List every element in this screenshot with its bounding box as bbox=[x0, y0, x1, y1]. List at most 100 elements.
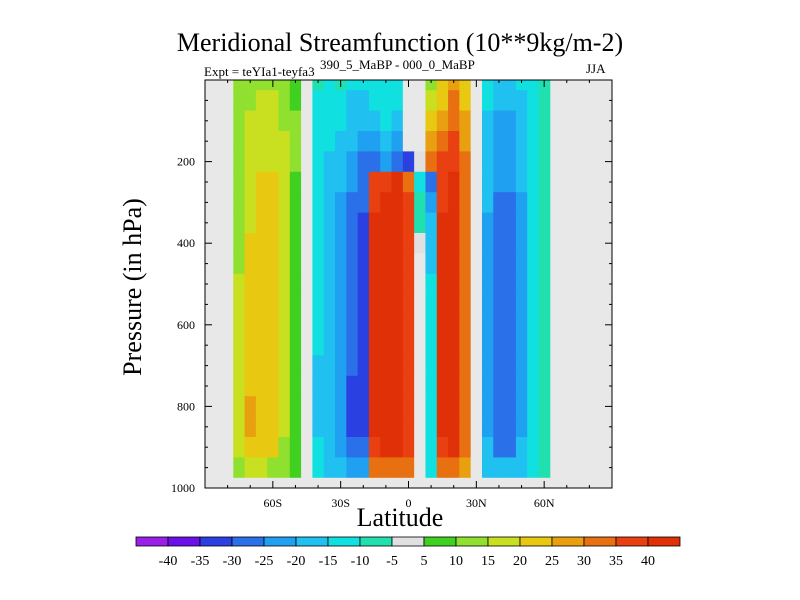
heatmap-cell bbox=[459, 110, 472, 132]
heatmap-cell bbox=[414, 314, 426, 336]
heatmap-cell bbox=[515, 457, 528, 479]
y-tick-label: 600 bbox=[177, 318, 195, 332]
heatmap-cell bbox=[425, 131, 438, 152]
colorbar-box bbox=[647, 536, 681, 547]
heatmap-cell bbox=[380, 457, 393, 479]
heatmap-cell bbox=[244, 396, 257, 418]
heatmap-cell bbox=[289, 171, 302, 193]
heatmap-cell bbox=[278, 192, 291, 214]
heatmap-cell bbox=[323, 375, 336, 397]
heatmap-cell bbox=[436, 110, 449, 132]
heatmap-cell bbox=[323, 416, 336, 438]
heatmap-cell bbox=[368, 437, 381, 458]
heatmap-cell bbox=[278, 212, 291, 234]
colorbar-label: -10 bbox=[351, 554, 370, 569]
heatmap-cell bbox=[448, 437, 460, 458]
heatmap-cell bbox=[538, 375, 551, 397]
heatmap-cell bbox=[278, 110, 291, 132]
heatmap-cell bbox=[380, 335, 393, 356]
heatmap-cell bbox=[255, 253, 268, 275]
heatmap-cell bbox=[515, 355, 528, 377]
x-axis: 60S 30S 0 30N 60N bbox=[204, 80, 613, 510]
heatmap-cell bbox=[312, 477, 325, 489]
heatmap-cell bbox=[244, 477, 257, 489]
heatmap-cell bbox=[323, 253, 336, 275]
heatmap-cell bbox=[323, 233, 336, 254]
heatmap-cell bbox=[289, 253, 302, 275]
heatmap-cell bbox=[515, 233, 528, 254]
heatmap-cell bbox=[481, 110, 494, 132]
heatmap-cell bbox=[470, 151, 483, 173]
heatmap-cell bbox=[515, 437, 528, 458]
heatmap-cell bbox=[368, 375, 381, 397]
heatmap-cell bbox=[493, 437, 506, 458]
heatmap-cell bbox=[515, 80, 528, 91]
heatmap-cell bbox=[493, 151, 506, 173]
heatmap-cell bbox=[459, 314, 472, 336]
heatmap-cell bbox=[368, 192, 381, 214]
colorbar-box bbox=[519, 536, 553, 547]
heatmap-cell bbox=[357, 416, 370, 438]
heatmap-cell bbox=[357, 233, 370, 254]
heatmap-cell bbox=[255, 437, 268, 458]
heatmap-cell bbox=[470, 457, 483, 479]
heatmap-cell bbox=[233, 273, 246, 295]
heatmap-cell bbox=[323, 192, 336, 214]
heatmap-cell bbox=[346, 294, 359, 316]
heatmap-cell bbox=[515, 90, 528, 112]
heatmap-cell bbox=[448, 80, 460, 91]
heatmap-cell bbox=[323, 110, 336, 132]
heatmap-cell bbox=[233, 457, 246, 479]
heatmap-cell bbox=[278, 233, 291, 254]
heatmap-cell bbox=[357, 131, 370, 152]
heatmap-cell bbox=[538, 151, 551, 173]
heatmap-cell bbox=[436, 273, 449, 295]
heatmap-cell bbox=[414, 151, 426, 173]
heatmap-cell bbox=[335, 294, 347, 316]
heatmap-cell bbox=[267, 314, 279, 336]
heatmap-cell bbox=[448, 171, 460, 193]
heatmap-cell bbox=[278, 457, 291, 479]
heatmap-cell bbox=[368, 477, 381, 489]
heatmap-cell bbox=[301, 314, 313, 336]
heatmap-cell bbox=[346, 416, 359, 438]
heatmap-cell bbox=[323, 355, 336, 377]
heatmap-cell bbox=[323, 477, 336, 489]
heatmap-cell bbox=[527, 437, 540, 458]
heatmap-cell bbox=[425, 253, 438, 275]
heatmap-cell bbox=[436, 233, 449, 254]
heatmap-cell bbox=[425, 335, 438, 356]
heatmap-cell bbox=[436, 314, 449, 336]
heatmap-cell bbox=[267, 212, 279, 234]
heatmap-cell bbox=[244, 171, 257, 193]
heatmap-cell bbox=[481, 335, 494, 356]
heatmap-cell bbox=[481, 80, 494, 91]
heatmap-cell bbox=[301, 396, 313, 418]
heatmap-cell bbox=[233, 192, 246, 214]
heatmap-cell bbox=[481, 294, 494, 316]
heatmap-cell bbox=[267, 131, 279, 152]
colorbar-box bbox=[135, 536, 169, 547]
heatmap-cell bbox=[504, 80, 517, 91]
heatmap-cell bbox=[414, 437, 426, 458]
heatmap-cell bbox=[289, 477, 302, 489]
heatmap-cell bbox=[346, 192, 359, 214]
heatmap-cell bbox=[493, 90, 506, 112]
heatmap-cell bbox=[459, 457, 472, 479]
heatmap-cell bbox=[368, 212, 381, 234]
heatmap-cell bbox=[527, 335, 540, 356]
heatmap-cell bbox=[233, 314, 246, 336]
heatmap-cell bbox=[402, 416, 415, 438]
colorbar-box bbox=[423, 536, 457, 547]
heatmap-cell bbox=[504, 294, 517, 316]
heatmap-cell bbox=[493, 335, 506, 356]
heatmap-cell bbox=[278, 151, 291, 173]
heatmap-cell bbox=[391, 151, 404, 173]
heatmap-cell bbox=[414, 457, 426, 479]
heatmap-cell bbox=[448, 273, 460, 295]
heatmap-cell bbox=[493, 396, 506, 418]
heatmap-cell bbox=[470, 355, 483, 377]
colorbar-box bbox=[455, 536, 489, 547]
heatmap-cell bbox=[459, 151, 472, 173]
heatmap-cell bbox=[504, 273, 517, 295]
